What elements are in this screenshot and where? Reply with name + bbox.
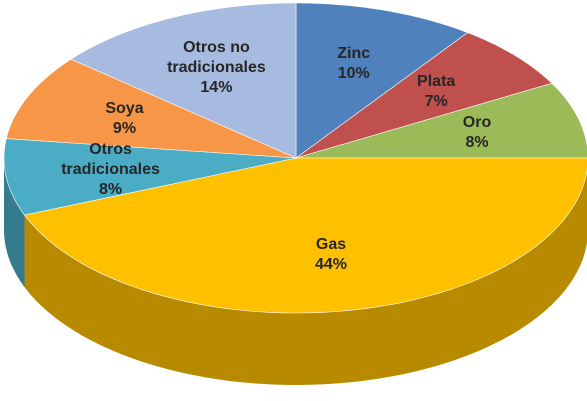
slice (295, 2, 469, 159)
category-label: Otros no tradicionales (167, 39, 266, 77)
slice-label: Otros tradicionales 8% (51, 140, 171, 200)
slice-label: Plata 7% (376, 72, 496, 112)
category-label: Zinc (337, 44, 371, 62)
category-label: Gas (315, 236, 347, 254)
slice (3, 138, 297, 216)
category-label: Otros tradicionales (61, 141, 160, 179)
slice (70, 2, 297, 159)
slice-label: Otros no tradicionales 14% (156, 38, 276, 98)
category-label: Oro (462, 114, 492, 132)
slice (23, 157, 587, 314)
slice-label: Soya 9% (64, 99, 184, 139)
value-label: 7% (424, 93, 448, 111)
slice-label: Oro 8% (417, 113, 537, 153)
slice (295, 32, 553, 159)
slice-label: Zinc 10% (294, 44, 414, 84)
slice (295, 82, 587, 159)
category-label: Plata (417, 73, 456, 91)
value-label: 9% (112, 119, 137, 137)
slice-side (4, 158, 25, 288)
category-label: Soya (105, 99, 144, 117)
slice (5, 58, 297, 159)
slice-side (24, 170, 587, 385)
value-label: 44% (315, 256, 348, 274)
value-label: 8% (465, 134, 489, 152)
value-label: 10% (337, 64, 370, 82)
value-label: 14% (200, 79, 233, 97)
value-label: 8% (99, 181, 123, 199)
slice-label: Gas 44% (271, 235, 391, 275)
